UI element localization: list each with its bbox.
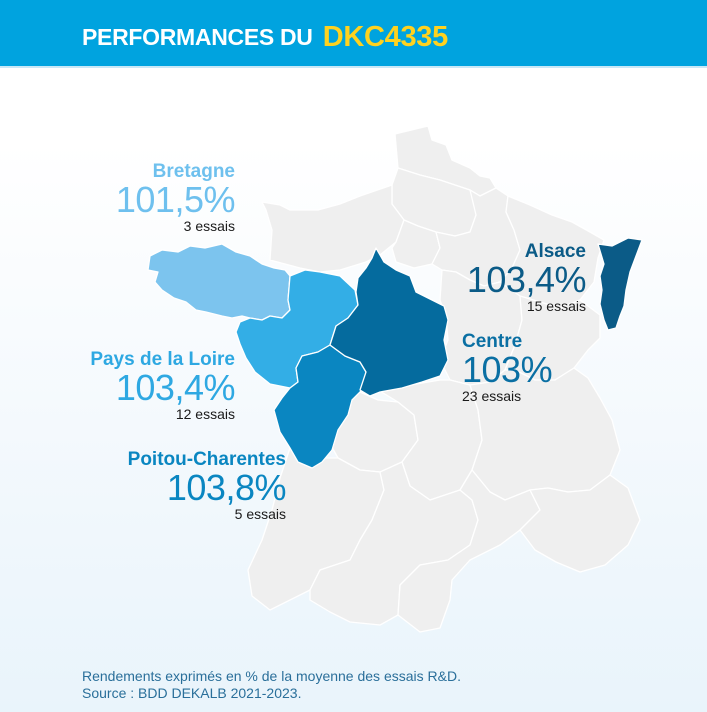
region-value: 103% [462,349,553,390]
region-trials: 23 essais [462,388,522,404]
region-trials: 15 essais [526,298,586,314]
region-languedoc [397,469,541,633]
footnote-source: Source : BDD DEKALB 2021-2023. [82,685,302,701]
region-value: 101,5% [115,179,236,220]
region-value: 103,4% [115,367,236,408]
region-name: Pays de la Loire [90,349,235,370]
region-alsace [597,237,643,331]
label-poitou-charentes: Poitou-Charentes 103,8% 5 essais [127,449,287,523]
region-name: Poitou-Charentes [127,449,286,470]
label-bretagne: Bretagne 101,5% 3 essais [115,161,236,235]
footnote: Rendements exprimés en % de la moyenne d… [82,668,461,702]
footnote-yield-definition: Rendements exprimés en % de la moyenne d… [82,668,461,684]
region-bretagne [147,243,291,321]
title-prefix: PERFORMANCES DU [82,24,313,50]
page-title: PERFORMANCES DU DKC4335 [82,20,448,53]
region-value: 103,4% [466,259,587,300]
region-ile-de-france [391,219,441,269]
region-trials: 3 essais [183,218,235,234]
region-name: Centre [462,331,523,352]
region-paca [519,474,641,573]
region-value: 103,8% [166,467,287,508]
region-name: Bretagne [152,161,235,182]
region-trials: 5 essais [234,506,286,522]
label-alsace: Alsace 103,4% 15 essais [466,241,587,315]
label-pays-de-la-loire: Pays de la Loire 103,4% 12 essais [90,349,236,423]
product-name: DKC4335 [322,21,449,53]
region-trials: 12 essais [175,406,235,422]
header-banner: PERFORMANCES DU DKC4335 [0,0,707,68]
label-centre: Centre 103% 23 essais [462,331,553,405]
region-centre [329,247,449,397]
region-normandie [261,184,405,273]
region-name: Alsace [524,241,586,262]
